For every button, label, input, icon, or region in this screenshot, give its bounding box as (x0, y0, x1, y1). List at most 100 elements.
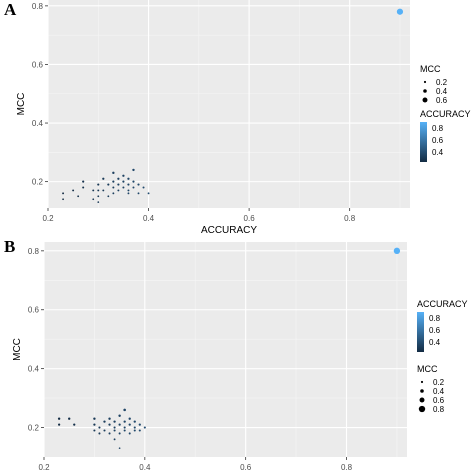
data-point (147, 192, 150, 195)
data-point (123, 408, 126, 412)
data-point (113, 426, 116, 429)
y-tick-label: 0.2 (32, 178, 44, 187)
y-axis-title: MCC (16, 93, 27, 116)
x-axis-title: ACCURACY (201, 225, 257, 236)
size-legend-key (423, 89, 427, 93)
color-legend-title: ACCURACY (417, 299, 468, 309)
y-tick-label: 0.4 (28, 365, 40, 374)
size-legend-label: 0.8 (433, 405, 445, 414)
data-point (128, 417, 131, 420)
color-legend-label: 0.6 (432, 136, 444, 145)
data-point (123, 426, 126, 429)
data-point (117, 177, 120, 180)
size-legend-title: MCC (417, 364, 438, 374)
data-point (97, 195, 100, 198)
data-point (128, 423, 131, 426)
size-legend-label: 0.4 (433, 387, 445, 396)
data-point (117, 183, 120, 186)
data-point (123, 429, 126, 432)
data-point (62, 198, 64, 201)
data-point (122, 180, 125, 183)
data-point (103, 429, 106, 432)
data-point (112, 192, 115, 195)
y-tick-label: 0.8 (32, 2, 44, 11)
size-legend-key (420, 380, 424, 384)
size-legend-key (422, 97, 428, 103)
chart-a: 0.2 0.4 0.6 0.8 0.2 0.4 0.6 0.8 ACCURACY MCC MCC 0.… (16, 0, 471, 236)
color-legend-bar (420, 122, 427, 162)
data-point (77, 195, 80, 198)
color-legend-title: ACCURACY (420, 109, 471, 119)
x-tick-label: 0.2 (38, 463, 50, 472)
data-point (127, 192, 130, 195)
data-point (93, 429, 96, 432)
x-tick-label: 0.2 (42, 214, 54, 223)
data-point (393, 247, 401, 255)
data-point (112, 186, 115, 189)
data-point (93, 423, 96, 426)
plot-panel (44, 242, 407, 457)
data-point (122, 174, 125, 177)
data-point (118, 414, 121, 417)
data-point (108, 432, 111, 435)
data-point (82, 186, 85, 189)
data-point (127, 183, 130, 186)
color-legend-label: 0.8 (429, 314, 441, 323)
y-tick-label: 0.4 (32, 119, 44, 128)
size-legend-key (423, 80, 427, 84)
data-point (93, 417, 96, 420)
y-tick-label: 0.2 (28, 424, 40, 433)
data-point (143, 426, 146, 429)
color-legend-label: 0.4 (429, 338, 441, 347)
data-point (97, 183, 100, 186)
data-point (122, 186, 125, 189)
x-tick-label: 0.8 (341, 463, 353, 472)
data-point (102, 177, 105, 180)
x-tick-label: 0.4 (143, 214, 155, 223)
y-tick-label: 0.8 (28, 247, 40, 256)
data-point (57, 417, 61, 420)
data-point (113, 420, 116, 423)
data-point (98, 432, 101, 435)
data-point (133, 426, 136, 429)
size-legend-title: MCC (420, 64, 441, 74)
data-point (112, 171, 115, 175)
data-point (127, 177, 130, 180)
data-point (132, 180, 135, 183)
data-point (62, 192, 65, 195)
data-point (132, 186, 135, 189)
data-point (103, 420, 106, 423)
data-point (72, 189, 75, 192)
data-point (113, 429, 116, 432)
data-point (133, 420, 136, 423)
data-point (123, 420, 126, 423)
data-point (108, 417, 111, 420)
size-legend-key (419, 397, 425, 403)
y-axis-title: MCC (12, 338, 23, 361)
size-legend-key (418, 405, 426, 413)
panel-b-label: B (4, 237, 16, 256)
x-tick-label: 0.4 (139, 463, 151, 472)
data-point (108, 423, 111, 426)
data-point (118, 423, 121, 426)
x-tick-label: 0.8 (344, 214, 356, 223)
data-point (68, 417, 71, 420)
data-point (97, 189, 100, 192)
color-legend-label: 0.6 (429, 326, 441, 335)
color-legend-label: 0.4 (432, 148, 444, 157)
data-point (92, 198, 95, 201)
data-point (128, 432, 131, 435)
x-tick-label: 0.6 (244, 214, 256, 223)
y-tick-label: 0.6 (28, 306, 40, 315)
color-legend-label: 0.8 (432, 124, 444, 133)
data-point (118, 432, 121, 435)
data-point (137, 183, 140, 186)
data-point (396, 8, 404, 15)
data-point (112, 180, 115, 183)
size-legend-key (420, 389, 424, 393)
data-point (97, 201, 100, 203)
size-legend-label: 0.2 (433, 378, 445, 387)
data-point (58, 423, 61, 426)
data-point (127, 189, 130, 192)
x-tick-label: 0.6 (240, 463, 252, 472)
